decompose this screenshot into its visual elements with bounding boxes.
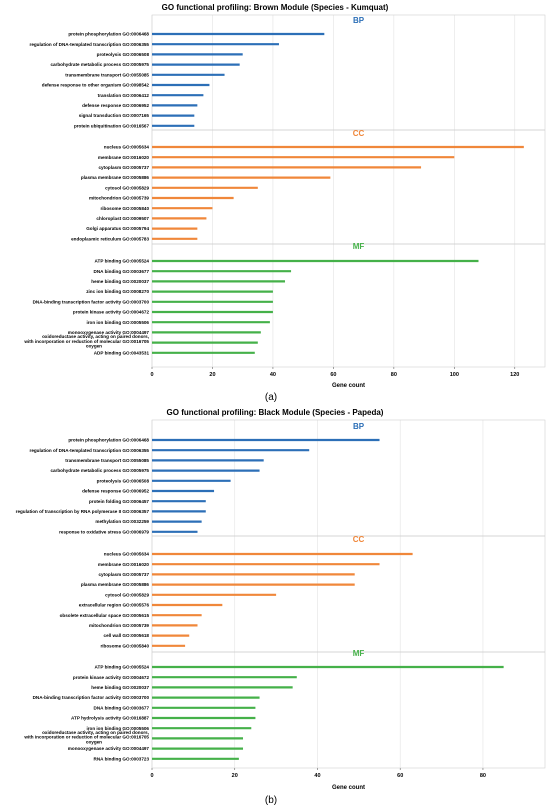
x-axis-label: Gene count bbox=[332, 785, 365, 791]
category-label: cytoplasm GO:0005737 bbox=[98, 572, 149, 577]
category-label: ADP binding GO:0043531 bbox=[94, 350, 150, 355]
category-label: extracellular region GO:0005576 bbox=[79, 603, 150, 608]
x-tick-label: 80 bbox=[391, 372, 397, 378]
x-tick-label: 20 bbox=[232, 773, 238, 779]
category-label: protein phosphorylation GO:0006468 bbox=[68, 438, 149, 443]
group-label-bp: BP bbox=[353, 422, 365, 431]
category-label: regulation of DNA-templated transcriptio… bbox=[30, 42, 150, 47]
category-label: transmembrane transport GO:0055085 bbox=[65, 72, 149, 77]
category-label: cytoplasm GO:0005737 bbox=[98, 165, 149, 170]
category-label: ATP binding GO:0005524 bbox=[95, 665, 150, 670]
x-tick-label: 100 bbox=[450, 372, 459, 378]
x-tick-label: 80 bbox=[480, 773, 486, 779]
category-label: monooxygenase activity GO:0004497 bbox=[68, 746, 150, 751]
panel-label: (a) bbox=[265, 392, 277, 403]
category-label: response to oxidative stress GO:0006979 bbox=[59, 529, 149, 534]
category-label: protein kinase activity GO:0004672 bbox=[73, 310, 150, 315]
category-label: plasma membrane GO:0005886 bbox=[81, 175, 150, 180]
group-label-bp: BP bbox=[353, 16, 365, 25]
category-label: defense response GO:0006952 bbox=[82, 103, 149, 108]
category-label: defense response GO:0006952 bbox=[82, 489, 149, 494]
category-label: proteolysis GO:0006508 bbox=[97, 52, 150, 57]
category-label: proteolysis GO:0006508 bbox=[97, 478, 150, 483]
category-label: ATP hydrolysis activity GO:0016887 bbox=[71, 716, 149, 721]
category-label: regulation of DNA-templated transcriptio… bbox=[30, 448, 150, 453]
chart-title: GO functional profiling: Black Module (S… bbox=[167, 408, 384, 417]
category-label: plasma membrane GO:0005886 bbox=[81, 582, 150, 587]
category-label: cytosol GO:0005829 bbox=[105, 185, 149, 190]
category-label: heme binding GO:0020037 bbox=[91, 685, 149, 690]
category-label: endoplasmic reticulum GO:0005783 bbox=[71, 236, 149, 241]
x-tick-label: 0 bbox=[150, 773, 153, 779]
chart-title: GO functional profiling: Brown Module (S… bbox=[162, 3, 389, 12]
category-label: membrane GO:0016020 bbox=[98, 562, 150, 567]
category-label: heme binding GO:0020037 bbox=[91, 279, 149, 284]
category-label: regulation of transcription by RNA polym… bbox=[16, 509, 150, 514]
category-label: translation GO:0006412 bbox=[98, 93, 150, 98]
category-label: obsolete extracellular space GO:0005615 bbox=[60, 613, 150, 618]
category-label: mitochondrion GO:0005739 bbox=[89, 623, 149, 628]
category-label: DNA binding GO:0003677 bbox=[94, 269, 150, 274]
category-label: oxidoreductase activity, acting on paire… bbox=[23, 334, 149, 349]
category-label: iron ion binding GO:0005506 bbox=[86, 320, 149, 325]
x-tick-label: 20 bbox=[209, 372, 215, 378]
category-label: protein phosphorylation GO:0006468 bbox=[68, 32, 149, 37]
group-label-cc: CC bbox=[353, 535, 365, 544]
x-tick-label: 60 bbox=[397, 773, 403, 779]
category-label: signal transduction GO:0007165 bbox=[79, 113, 150, 118]
x-tick-label: 120 bbox=[510, 372, 519, 378]
chart-panel-b: GO functional profiling: Black Module (S… bbox=[16, 408, 546, 806]
category-label: chloroplast GO:0009507 bbox=[96, 216, 149, 221]
group-label-mf: MF bbox=[353, 649, 365, 658]
group-label-cc: CC bbox=[353, 129, 365, 138]
category-label: DNA-binding transcription factor activit… bbox=[33, 299, 150, 304]
category-label: Golgi apparatus GO:0005794 bbox=[86, 226, 149, 231]
category-label: nucleus GO:0005634 bbox=[104, 145, 150, 150]
x-tick-label: 0 bbox=[150, 372, 153, 378]
category-label: protein ubiquitination GO:0016567 bbox=[74, 123, 149, 128]
x-tick-label: 60 bbox=[330, 372, 336, 378]
panel-label: (b) bbox=[265, 795, 277, 806]
category-label: DNA binding GO:0003677 bbox=[94, 705, 150, 710]
category-label: ribosome GO:0005840 bbox=[100, 643, 149, 648]
category-label: defense response to other organism GO:00… bbox=[42, 83, 150, 88]
category-label: protein folding GO:0006457 bbox=[89, 499, 149, 504]
category-label: DNA-binding transcription factor activit… bbox=[33, 695, 150, 700]
category-label: carbohydrate metabolic process GO:000597… bbox=[50, 62, 149, 67]
category-label: nucleus GO:0005634 bbox=[104, 552, 150, 557]
group-label-mf: MF bbox=[353, 242, 365, 251]
chart-panel-a: GO functional profiling: Brown Module (S… bbox=[23, 3, 546, 403]
category-label: ribosome GO:0005840 bbox=[100, 206, 149, 211]
category-label: cytosol GO:0005829 bbox=[105, 592, 149, 597]
category-label: zinc ion binding GO:0008270 bbox=[86, 289, 149, 294]
category-label: carbohydrate metabolic process GO:000597… bbox=[50, 468, 149, 473]
category-label: RNA binding GO:0003723 bbox=[94, 756, 150, 761]
category-label: cell wall GO:0005618 bbox=[104, 633, 150, 638]
category-label: transmembrane transport GO:0055085 bbox=[65, 458, 149, 463]
x-tick-label: 40 bbox=[270, 372, 276, 378]
category-label: monooxygenase activity GO:0004497 bbox=[68, 330, 150, 335]
plot-frame bbox=[151, 14, 546, 368]
x-tick-label: 40 bbox=[314, 773, 320, 779]
category-label: iron ion binding GO:0005506 bbox=[86, 726, 149, 731]
x-axis-label: Gene count bbox=[332, 383, 365, 389]
category-label: mitochondrion GO:0005739 bbox=[89, 196, 149, 201]
category-label: protein kinase activity GO:0004672 bbox=[73, 675, 150, 680]
category-label: membrane GO:0016020 bbox=[98, 155, 150, 160]
category-label: oxidoreductase activity, acting on paire… bbox=[23, 730, 149, 745]
category-label: ATP binding GO:0005524 bbox=[95, 259, 150, 264]
category-label: methylation GO:0032259 bbox=[95, 519, 149, 524]
